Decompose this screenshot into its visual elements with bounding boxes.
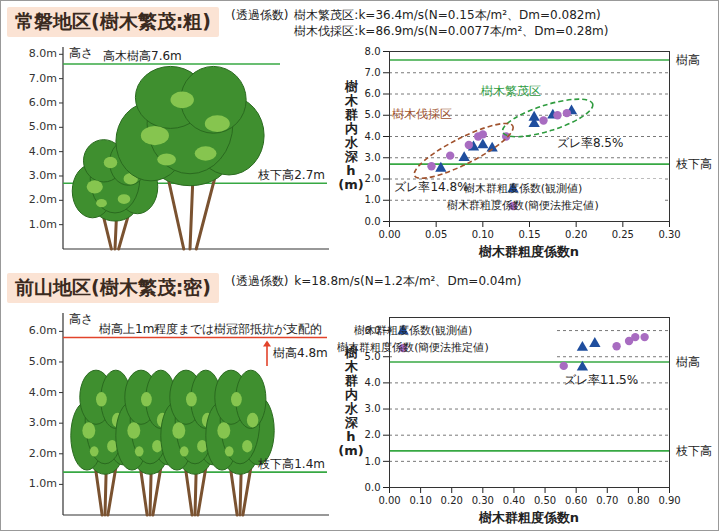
svg-text:0.25: 0.25	[612, 229, 634, 240]
svg-text:1.0m: 1.0m	[29, 477, 57, 490]
svg-text:7.0m: 7.0m	[29, 72, 57, 85]
svg-text:3.0: 3.0	[365, 403, 381, 414]
svg-text:5.0: 5.0	[364, 350, 381, 362]
svg-text:枝下高: 枝下高	[675, 444, 712, 458]
svg-text:深: 深	[344, 149, 359, 164]
svg-text:水: 水	[344, 135, 359, 150]
svg-text:樹木群粗度係数(観測値): 樹木群粗度係数(観測値)	[354, 324, 473, 337]
svg-text:樹木伐採区: 樹木伐採区	[392, 107, 452, 121]
svg-text:0.0: 0.0	[365, 482, 381, 493]
svg-text:6.0: 6.0	[365, 88, 381, 99]
svg-text:0.0: 0.0	[365, 216, 381, 227]
svg-text:樹高上1m程度までは樹冠部抵抗が支配的: 樹高上1m程度までは樹冠部抵抗が支配的	[99, 322, 322, 336]
svg-text:高さ: 高さ	[69, 46, 93, 60]
svg-text:8.0: 8.0	[365, 46, 381, 57]
svg-text:0.10: 0.10	[472, 229, 494, 240]
svg-text:木: 木	[344, 359, 359, 374]
html-text:前山地区(樹木繁茂:密): 前山地区(樹木繁茂:密)	[15, 276, 211, 298]
svg-text:(m): (m)	[338, 443, 363, 458]
svg-text:3.0: 3.0	[365, 152, 381, 163]
svg-text:樹高: 樹高	[676, 53, 700, 67]
svg-text:1.0m: 1.0m	[29, 218, 57, 231]
svg-text:2.0m: 2.0m	[29, 193, 57, 206]
html-text:樹木伐採区:k=86.9m/s(N=0.0077本/m²、D: 樹木伐採区:k=86.9m/s(N=0.0077本/m²、Dm=0.28m)	[294, 24, 609, 38]
svg-text:樹高4.8m: 樹高4.8m	[273, 346, 328, 360]
svg-text:ズレ率14.8%: ズレ率14.8%	[394, 180, 468, 194]
svg-text:木: 木	[344, 93, 359, 108]
html-text:樹木繁茂区:k=36.4m/s(N=0.15本/m²、Dm=: 樹木繁茂区:k=36.4m/s(N=0.15本/m²、Dm=0.082m)	[294, 8, 601, 22]
svg-text:深: 深	[344, 415, 359, 430]
svg-text:0.15: 0.15	[518, 229, 540, 240]
svg-text:0.30: 0.30	[658, 229, 680, 240]
svg-text:ズレ率11.5%: ズレ率11.5%	[564, 373, 638, 387]
svg-text:0.05: 0.05	[425, 229, 447, 240]
svg-text:h: h	[346, 429, 355, 444]
svg-text:ズレ率8.5%: ズレ率8.5%	[557, 136, 624, 150]
svg-text:0.00: 0.00	[378, 229, 400, 240]
svg-text:5.0m: 5.0m	[29, 355, 57, 368]
svg-text:0.90: 0.90	[658, 495, 680, 506]
html-text:k=18.8m/s(N=1.2本/m²、Dm=0.04m): k=18.8m/s(N=1.2本/m²、Dm=0.04m)	[294, 274, 522, 288]
svg-text:樹木群粗度係数n: 樹木群粗度係数n	[478, 510, 579, 525]
svg-text:群: 群	[344, 107, 358, 122]
svg-text:5.0m: 5.0m	[29, 120, 57, 133]
svg-text:群: 群	[344, 373, 358, 388]
svg-text:4.0: 4.0	[365, 131, 381, 142]
svg-text:枝下高1.4m: 枝下高1.4m	[257, 457, 325, 471]
svg-text:6.0m: 6.0m	[29, 96, 57, 109]
svg-text:3.0m: 3.0m	[29, 169, 57, 182]
svg-text:内: 内	[345, 121, 358, 136]
svg-text:0.20: 0.20	[565, 229, 587, 240]
svg-text:樹木群粗度係数(簡便法推定値): 樹木群粗度係数(簡便法推定値)	[337, 341, 489, 354]
svg-text:0.80: 0.80	[627, 495, 649, 506]
svg-text:2.0: 2.0	[365, 429, 381, 440]
svg-text:0.30: 0.30	[472, 495, 494, 506]
svg-text:2.0: 2.0	[365, 173, 381, 184]
svg-text:3.0m: 3.0m	[29, 416, 57, 429]
svg-text:樹: 樹	[344, 79, 358, 94]
svg-text:1.0: 1.0	[365, 456, 381, 467]
svg-text:1.0: 1.0	[365, 194, 381, 205]
svg-text:8.0m: 8.0m	[29, 47, 57, 60]
svg-text:0.60: 0.60	[565, 495, 587, 506]
svg-text:h: h	[346, 163, 355, 178]
svg-text:水: 水	[344, 401, 359, 416]
svg-text:4.0: 4.0	[365, 377, 381, 388]
svg-text:4.0m: 4.0m	[29, 386, 57, 399]
svg-text:0.70: 0.70	[596, 495, 618, 506]
svg-text:枝下高: 枝下高	[675, 157, 712, 171]
svg-text:樹木群粗度係数(簡便法推定値): 樹木群粗度係数(簡便法推定値)	[447, 199, 599, 212]
html-text:(透過係数): (透過係数)	[231, 8, 289, 22]
svg-text:0.00: 0.00	[378, 495, 400, 506]
svg-text:樹木繁茂区: 樹木繁茂区	[481, 84, 541, 98]
svg-text:内: 内	[345, 387, 358, 402]
html-text:(透過係数): (透過係数)	[231, 274, 289, 288]
svg-text:高木樹高7.6m: 高木樹高7.6m	[103, 49, 182, 63]
svg-text:0.10: 0.10	[409, 495, 431, 506]
svg-text:0.50: 0.50	[534, 495, 556, 506]
svg-text:樹木群粗度係数n: 樹木群粗度係数n	[478, 244, 579, 259]
svg-text:高さ: 高さ	[69, 312, 93, 326]
svg-text:6.0m: 6.0m	[29, 324, 57, 337]
svg-text:樹木群粗度係数(観測値): 樹木群粗度係数(観測値)	[464, 182, 583, 195]
svg-text:4.0m: 4.0m	[29, 145, 57, 158]
svg-text:枝下高2.7m: 枝下高2.7m	[257, 168, 325, 182]
svg-text:7.0: 7.0	[365, 67, 381, 78]
svg-text:樹高: 樹高	[676, 355, 700, 369]
svg-text:5.0: 5.0	[365, 109, 381, 120]
svg-text:2.0m: 2.0m	[29, 447, 57, 460]
svg-text:0.40: 0.40	[503, 495, 525, 506]
html-text:常磐地区(樹木繁茂:粗): 常磐地区(樹木繁茂:粗)	[15, 10, 211, 32]
svg-text:0.20: 0.20	[441, 495, 463, 506]
svg-text:(m): (m)	[338, 177, 363, 192]
